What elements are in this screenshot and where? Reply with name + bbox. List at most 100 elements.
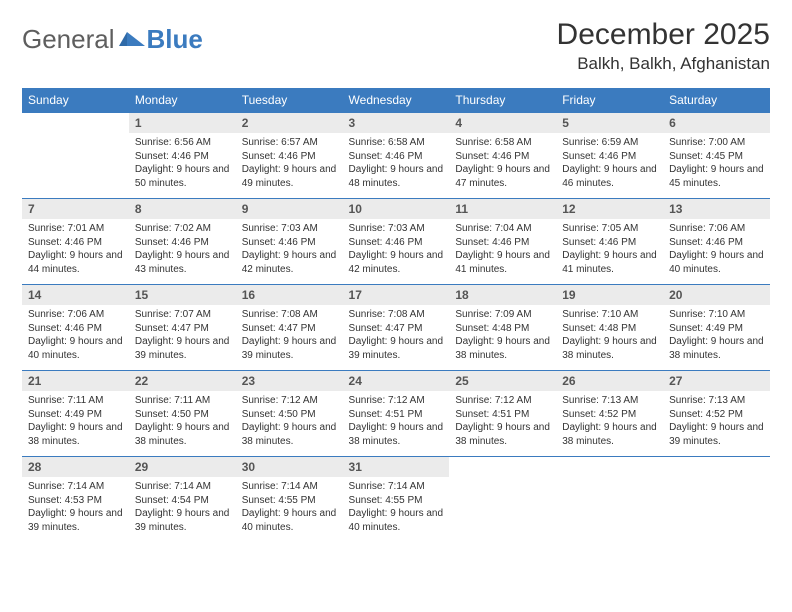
day-sunset: Sunset: 4:46 PM (349, 236, 444, 250)
day-sunset: Sunset: 4:54 PM (135, 494, 230, 508)
day-number: 7 (22, 199, 129, 219)
day-number: 3 (343, 113, 450, 133)
weekday-header: Tuesday (236, 88, 343, 113)
calendar-day-cell: 9Sunrise: 7:03 AMSunset: 4:46 PMDaylight… (236, 199, 343, 285)
day-daylight: Daylight: 9 hours and 41 minutes. (455, 249, 550, 276)
calendar-day-cell: 4Sunrise: 6:58 AMSunset: 4:46 PMDaylight… (449, 113, 556, 199)
day-details: Sunrise: 7:14 AMSunset: 4:55 PMDaylight:… (343, 477, 450, 536)
day-sunrise: Sunrise: 7:07 AM (135, 308, 230, 322)
day-details: Sunrise: 7:12 AMSunset: 4:51 PMDaylight:… (343, 391, 450, 450)
day-sunrise: Sunrise: 7:14 AM (28, 480, 123, 494)
day-sunset: Sunset: 4:46 PM (349, 150, 444, 164)
day-sunrise: Sunrise: 7:14 AM (242, 480, 337, 494)
day-details: Sunrise: 6:58 AMSunset: 4:46 PMDaylight:… (449, 133, 556, 192)
day-sunrise: Sunrise: 6:59 AM (562, 136, 657, 150)
calendar-day-cell: 8Sunrise: 7:02 AMSunset: 4:46 PMDaylight… (129, 199, 236, 285)
calendar-day-cell: 14Sunrise: 7:06 AMSunset: 4:46 PMDayligh… (22, 285, 129, 371)
day-details: Sunrise: 7:06 AMSunset: 4:46 PMDaylight:… (22, 305, 129, 364)
day-number: 11 (449, 199, 556, 219)
day-number: 21 (22, 371, 129, 391)
day-daylight: Daylight: 9 hours and 40 minutes. (669, 249, 764, 276)
day-details: Sunrise: 7:04 AMSunset: 4:46 PMDaylight:… (449, 219, 556, 278)
calendar-week-row: .1Sunrise: 6:56 AMSunset: 4:46 PMDayligh… (22, 113, 770, 199)
page-header: General Blue December 2025 Balkh, Balkh,… (22, 18, 770, 74)
day-daylight: Daylight: 9 hours and 45 minutes. (669, 163, 764, 190)
day-daylight: Daylight: 9 hours and 39 minutes. (669, 421, 764, 448)
day-daylight: Daylight: 9 hours and 39 minutes. (135, 507, 230, 534)
calendar-day-cell: 6Sunrise: 7:00 AMSunset: 4:45 PMDaylight… (663, 113, 770, 199)
day-details: Sunrise: 7:10 AMSunset: 4:48 PMDaylight:… (556, 305, 663, 364)
weekday-header: Saturday (663, 88, 770, 113)
day-daylight: Daylight: 9 hours and 38 minutes. (242, 421, 337, 448)
day-number: 27 (663, 371, 770, 391)
calendar-day-cell: 31Sunrise: 7:14 AMSunset: 4:55 PMDayligh… (343, 457, 450, 543)
calendar-week-row: 14Sunrise: 7:06 AMSunset: 4:46 PMDayligh… (22, 285, 770, 371)
day-details: Sunrise: 7:14 AMSunset: 4:53 PMDaylight:… (22, 477, 129, 536)
day-details: Sunrise: 7:02 AMSunset: 4:46 PMDaylight:… (129, 219, 236, 278)
day-sunset: Sunset: 4:51 PM (455, 408, 550, 422)
day-details: Sunrise: 6:56 AMSunset: 4:46 PMDaylight:… (129, 133, 236, 192)
day-sunrise: Sunrise: 7:11 AM (135, 394, 230, 408)
day-sunset: Sunset: 4:47 PM (242, 322, 337, 336)
day-daylight: Daylight: 9 hours and 46 minutes. (562, 163, 657, 190)
day-daylight: Daylight: 9 hours and 38 minutes. (562, 421, 657, 448)
day-number: 29 (129, 457, 236, 477)
day-sunrise: Sunrise: 7:14 AM (349, 480, 444, 494)
day-sunset: Sunset: 4:48 PM (455, 322, 550, 336)
day-number: 12 (556, 199, 663, 219)
calendar-day-cell: 23Sunrise: 7:12 AMSunset: 4:50 PMDayligh… (236, 371, 343, 457)
day-sunset: Sunset: 4:53 PM (28, 494, 123, 508)
day-number: 17 (343, 285, 450, 305)
day-sunset: Sunset: 4:45 PM (669, 150, 764, 164)
day-daylight: Daylight: 9 hours and 43 minutes. (135, 249, 230, 276)
day-number: 18 (449, 285, 556, 305)
day-sunset: Sunset: 4:46 PM (562, 236, 657, 250)
day-number: 30 (236, 457, 343, 477)
day-sunset: Sunset: 4:47 PM (349, 322, 444, 336)
day-details: Sunrise: 6:57 AMSunset: 4:46 PMDaylight:… (236, 133, 343, 192)
day-daylight: Daylight: 9 hours and 38 minutes. (135, 421, 230, 448)
day-sunset: Sunset: 4:46 PM (562, 150, 657, 164)
day-daylight: Daylight: 9 hours and 50 minutes. (135, 163, 230, 190)
day-number: 24 (343, 371, 450, 391)
calendar-day-cell: 22Sunrise: 7:11 AMSunset: 4:50 PMDayligh… (129, 371, 236, 457)
day-sunset: Sunset: 4:46 PM (242, 150, 337, 164)
day-number: 5 (556, 113, 663, 133)
day-daylight: Daylight: 9 hours and 38 minutes. (562, 335, 657, 362)
calendar-day-cell: . (663, 457, 770, 543)
day-sunrise: Sunrise: 7:10 AM (669, 308, 764, 322)
day-number: 20 (663, 285, 770, 305)
day-details: Sunrise: 7:06 AMSunset: 4:46 PMDaylight:… (663, 219, 770, 278)
calendar-day-cell: 13Sunrise: 7:06 AMSunset: 4:46 PMDayligh… (663, 199, 770, 285)
day-details: Sunrise: 7:01 AMSunset: 4:46 PMDaylight:… (22, 219, 129, 278)
calendar-day-cell: . (556, 457, 663, 543)
calendar-day-cell: 10Sunrise: 7:03 AMSunset: 4:46 PMDayligh… (343, 199, 450, 285)
day-details: Sunrise: 7:05 AMSunset: 4:46 PMDaylight:… (556, 219, 663, 278)
day-daylight: Daylight: 9 hours and 49 minutes. (242, 163, 337, 190)
day-sunrise: Sunrise: 7:09 AM (455, 308, 550, 322)
day-sunrise: Sunrise: 7:02 AM (135, 222, 230, 236)
day-sunrise: Sunrise: 6:58 AM (349, 136, 444, 150)
day-details: Sunrise: 7:12 AMSunset: 4:51 PMDaylight:… (449, 391, 556, 450)
calendar-day-cell: 20Sunrise: 7:10 AMSunset: 4:49 PMDayligh… (663, 285, 770, 371)
weekday-header: Thursday (449, 88, 556, 113)
day-sunset: Sunset: 4:46 PM (455, 150, 550, 164)
day-sunrise: Sunrise: 7:11 AM (28, 394, 123, 408)
day-details: Sunrise: 7:03 AMSunset: 4:46 PMDaylight:… (343, 219, 450, 278)
calendar-day-cell: 1Sunrise: 6:56 AMSunset: 4:46 PMDaylight… (129, 113, 236, 199)
day-details: Sunrise: 7:00 AMSunset: 4:45 PMDaylight:… (663, 133, 770, 192)
day-sunrise: Sunrise: 7:08 AM (349, 308, 444, 322)
day-sunset: Sunset: 4:46 PM (669, 236, 764, 250)
day-daylight: Daylight: 9 hours and 39 minutes. (135, 335, 230, 362)
weekday-header: Wednesday (343, 88, 450, 113)
calendar-day-cell: 5 Sunrise: 6:59 AMSunset: 4:46 PMDaylight… (556, 113, 663, 199)
day-sunrise: Sunrise: 7:12 AM (349, 394, 444, 408)
day-sunrise: Sunrise: 7:05 AM (562, 222, 657, 236)
day-sunrise: Sunrise: 7:13 AM (562, 394, 657, 408)
day-sunset: Sunset: 4:51 PM (349, 408, 444, 422)
day-sunrise: Sunrise: 6:57 AM (242, 136, 337, 150)
day-number: 26 (556, 371, 663, 391)
calendar-day-cell: 27Sunrise: 7:13 AMSunset: 4:52 PMDayligh… (663, 371, 770, 457)
location-text: Balkh, Balkh, Afghanistan (557, 54, 770, 74)
day-sunset: Sunset: 4:48 PM (562, 322, 657, 336)
